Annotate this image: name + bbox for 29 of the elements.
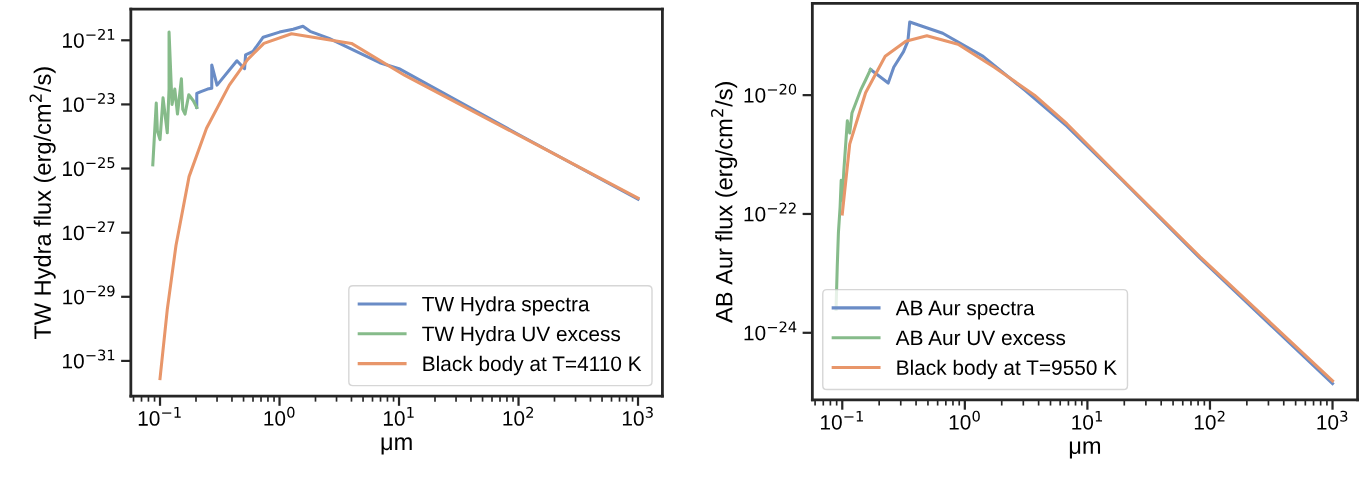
y-axis-title: TW Hydra flux (erg/cm$^{2}$/s) — [29, 67, 56, 340]
legend-label: Black body at T=4110 K — [423, 355, 642, 376]
x-tick-label: 10$^{−1}$ — [138, 407, 181, 426]
x-tick-label: 10$^{2}$ — [1194, 410, 1225, 430]
legend-label: TW Hydra UV excess — [422, 326, 621, 346]
x-tick-label: 10$^{0}$ — [264, 406, 295, 426]
legend-label: AB Aur spectra — [895, 300, 1035, 320]
y-tick-label: 10$^{−27}$ — [63, 221, 115, 241]
x-tick-label: 10$^{−1}$ — [821, 410, 863, 430]
y-tick-label: 10$^{−24}$ — [744, 321, 797, 341]
y-tick-label: 10$^{−22}$ — [744, 202, 796, 222]
x-tick-label: 10$^{3}$ — [1317, 410, 1348, 430]
x-tick-label: 10$^{1}$ — [383, 407, 414, 426]
y-tick-label: 10$^{−29}$ — [63, 285, 115, 305]
x-tick-label: 10$^{1}$ — [1072, 410, 1103, 430]
x-tick-label: 10$^{3}$ — [622, 406, 653, 426]
y-tick-label: 10$^{−31}$ — [63, 349, 115, 369]
x-tick-label: 10$^{2}$ — [503, 406, 534, 426]
legend-label: TW Hydra spectra — [422, 296, 590, 316]
y-axis-title: AB Aur flux (erg/cm$^{2}$/s) — [710, 82, 738, 323]
y-tick-label: 10$^{−20}$ — [744, 83, 797, 103]
legend-label: AB Aur UV excess — [895, 330, 1066, 346]
x-axis-title: μm — [1069, 441, 1101, 459]
y-tick-label: 10$^{−23}$ — [63, 93, 115, 113]
legend-label: Black body at T=9550 K — [897, 359, 1117, 380]
x-tick-label: 10$^{0}$ — [949, 410, 980, 430]
y-tick-label: 10$^{−21}$ — [63, 28, 115, 48]
y-tick-label: 10$^{−25}$ — [63, 157, 115, 177]
x-axis-title: μm — [381, 437, 412, 455]
